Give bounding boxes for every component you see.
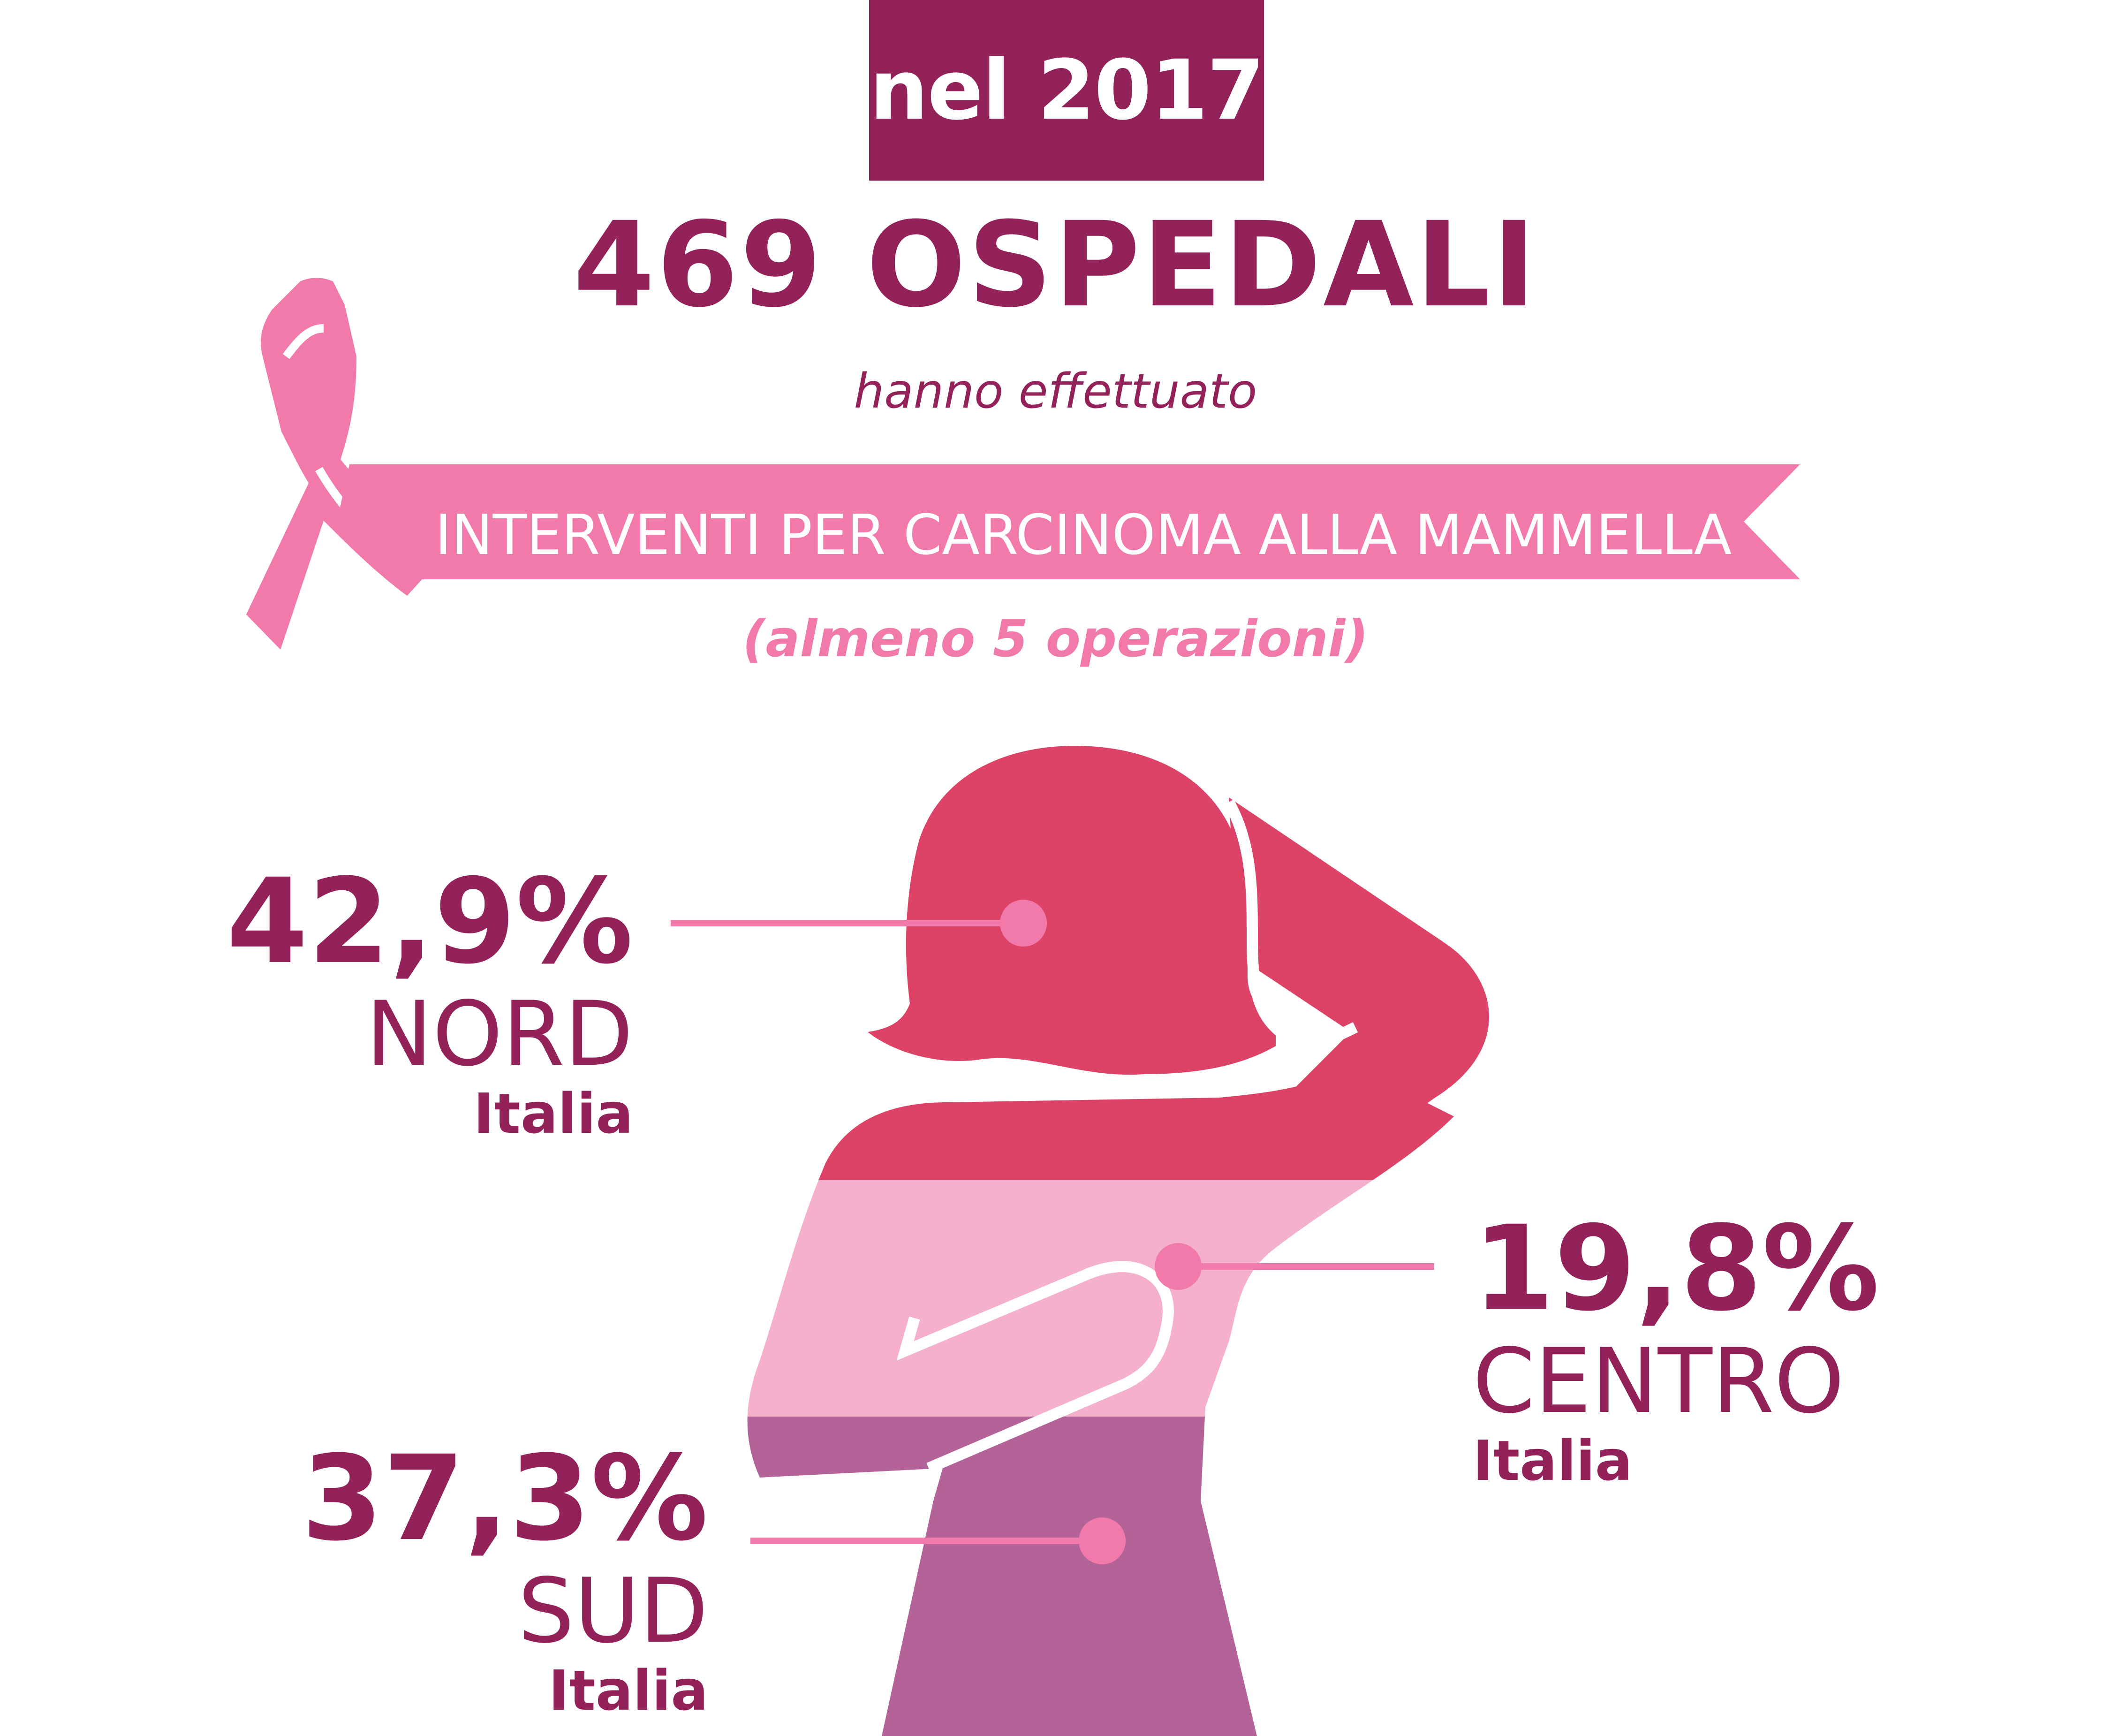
- year-label: nel 2017: [869, 42, 1264, 138]
- sud-sub: Italia: [548, 1658, 708, 1723]
- centro-percent: 19,8%: [1473, 1200, 1880, 1337]
- sud-percent: 37,3%: [301, 1430, 708, 1567]
- centro-name: CENTRO: [1473, 1329, 1845, 1433]
- region-sud: 37,3% SUD Italia: [225, 1430, 708, 1723]
- sud-name: SUD: [518, 1559, 708, 1663]
- leader-centro: [1155, 1243, 1434, 1290]
- region-centro: 19,8% CENTRO Italia: [1473, 1200, 2035, 1493]
- year-badge: nel 2017: [869, 0, 1264, 181]
- leader-sud: [750, 1517, 1126, 1564]
- leader-nord: [671, 900, 1047, 947]
- awareness-ribbon-icon: [246, 278, 422, 650]
- page-title: 469 OSPEDALI: [573, 197, 1538, 333]
- centro-sub: Italia: [1473, 1428, 1633, 1493]
- banner-ribbon: [338, 464, 1800, 596]
- nord-percent: 42,9%: [226, 853, 633, 990]
- footnote: (almeno 5 operazioni): [742, 610, 1369, 668]
- subtitle: hanno effettuato: [854, 364, 1257, 419]
- nord-sub: Italia: [473, 1081, 633, 1146]
- banner-label: INTERVENTI PER CARCINOMA ALLA MAMMELLA: [435, 502, 1732, 567]
- region-nord: 42,9% NORD Italia: [178, 853, 633, 1146]
- woman-silhouette-icon: [747, 746, 1489, 1736]
- nord-name: NORD: [366, 982, 633, 1086]
